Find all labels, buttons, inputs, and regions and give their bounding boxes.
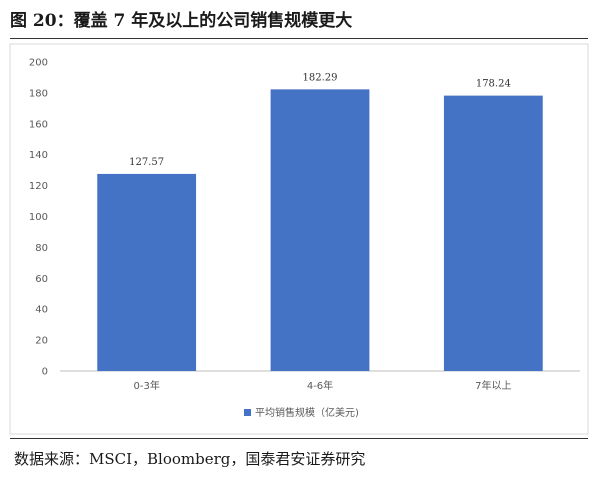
source-divider <box>10 438 588 439</box>
y-tick-label: 140 <box>29 150 48 161</box>
legend-swatch <box>244 409 251 416</box>
bar <box>443 95 543 371</box>
figure-title: 图 20：覆盖 7 年及以上的公司销售规模更大 <box>10 11 353 31</box>
y-tick-label: 40 <box>35 305 48 316</box>
y-tick-label: 100 <box>29 212 48 223</box>
source-note: 数据来源：MSCI，Bloomberg，国泰君安证券研究 <box>14 450 366 468</box>
y-tick-label: 180 <box>29 88 48 99</box>
data-labels: 127.57 182.29 178.24 <box>129 72 511 168</box>
y-tick-label: 120 <box>29 181 48 192</box>
y-tick-label: 60 <box>35 274 48 285</box>
legend-label: 平均销售规模（亿美元) <box>255 406 359 419</box>
y-tick-label: 0 <box>42 367 48 378</box>
bars <box>97 89 543 372</box>
x-tick-label: 0-3年 <box>133 379 159 392</box>
legend: 平均销售规模（亿美元) <box>244 406 359 419</box>
chart-frame <box>9 43 589 435</box>
data-label: 178.24 <box>476 79 511 90</box>
title-divider <box>10 38 588 39</box>
bar <box>97 173 197 371</box>
bar <box>270 89 370 372</box>
x-tick-label: 7年以上 <box>475 379 511 392</box>
y-tick-label: 160 <box>29 119 48 130</box>
y-tick-label: 80 <box>35 243 48 254</box>
y-axis: 0 20 40 60 80 100 120 140 160 180 200 <box>29 58 48 378</box>
y-tick-label: 20 <box>35 336 48 347</box>
x-axis: 0-3年 4-6年 7年以上 <box>133 379 511 392</box>
data-label: 182.29 <box>303 72 338 83</box>
y-tick-label: 200 <box>29 58 48 69</box>
x-tick-label: 4-6年 <box>307 379 333 392</box>
data-label: 127.57 <box>129 157 164 168</box>
bar-chart: 0 20 40 60 80 100 120 140 160 180 200 127.57 182.29… <box>9 43 589 435</box>
